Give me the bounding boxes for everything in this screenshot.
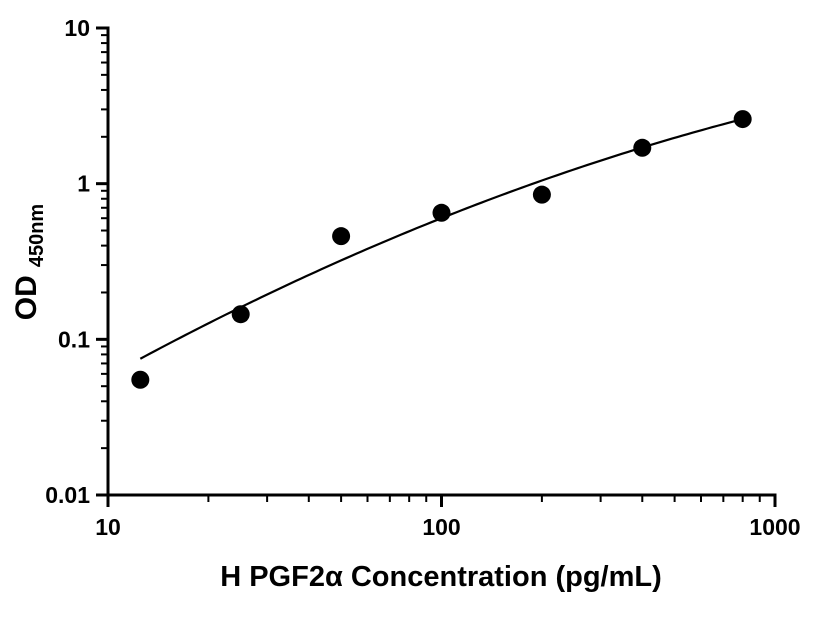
axis-spines [106,26,777,497]
x-tick-label: 100 [422,514,460,540]
y-tick-label: 10 [64,15,90,41]
data-point [231,305,250,324]
x-tick-label: 10 [95,514,121,540]
fit-curve [139,118,743,360]
data-point [432,203,451,222]
data-point [131,370,150,389]
data-point [633,138,652,157]
data-point [733,110,752,129]
data-point [532,185,551,204]
x-tick-label: 1000 [749,514,800,540]
y-tick-label: 1 [77,171,90,197]
data-point [332,227,351,246]
y-tick-label: 0.1 [58,326,90,352]
y-tick-label: 0.01 [45,482,90,508]
y-axis-title: OD 450nm [10,204,48,320]
chart-dynamic-layer: 10 100 1000 0.01 0.1 1 10 [45,15,800,540]
y-axis-title-main: OD [10,275,43,320]
x-axis-title: H PGF2α Concentration (pg/mL) [220,561,662,593]
y-axis-title-subscript: 450nm [26,204,48,267]
